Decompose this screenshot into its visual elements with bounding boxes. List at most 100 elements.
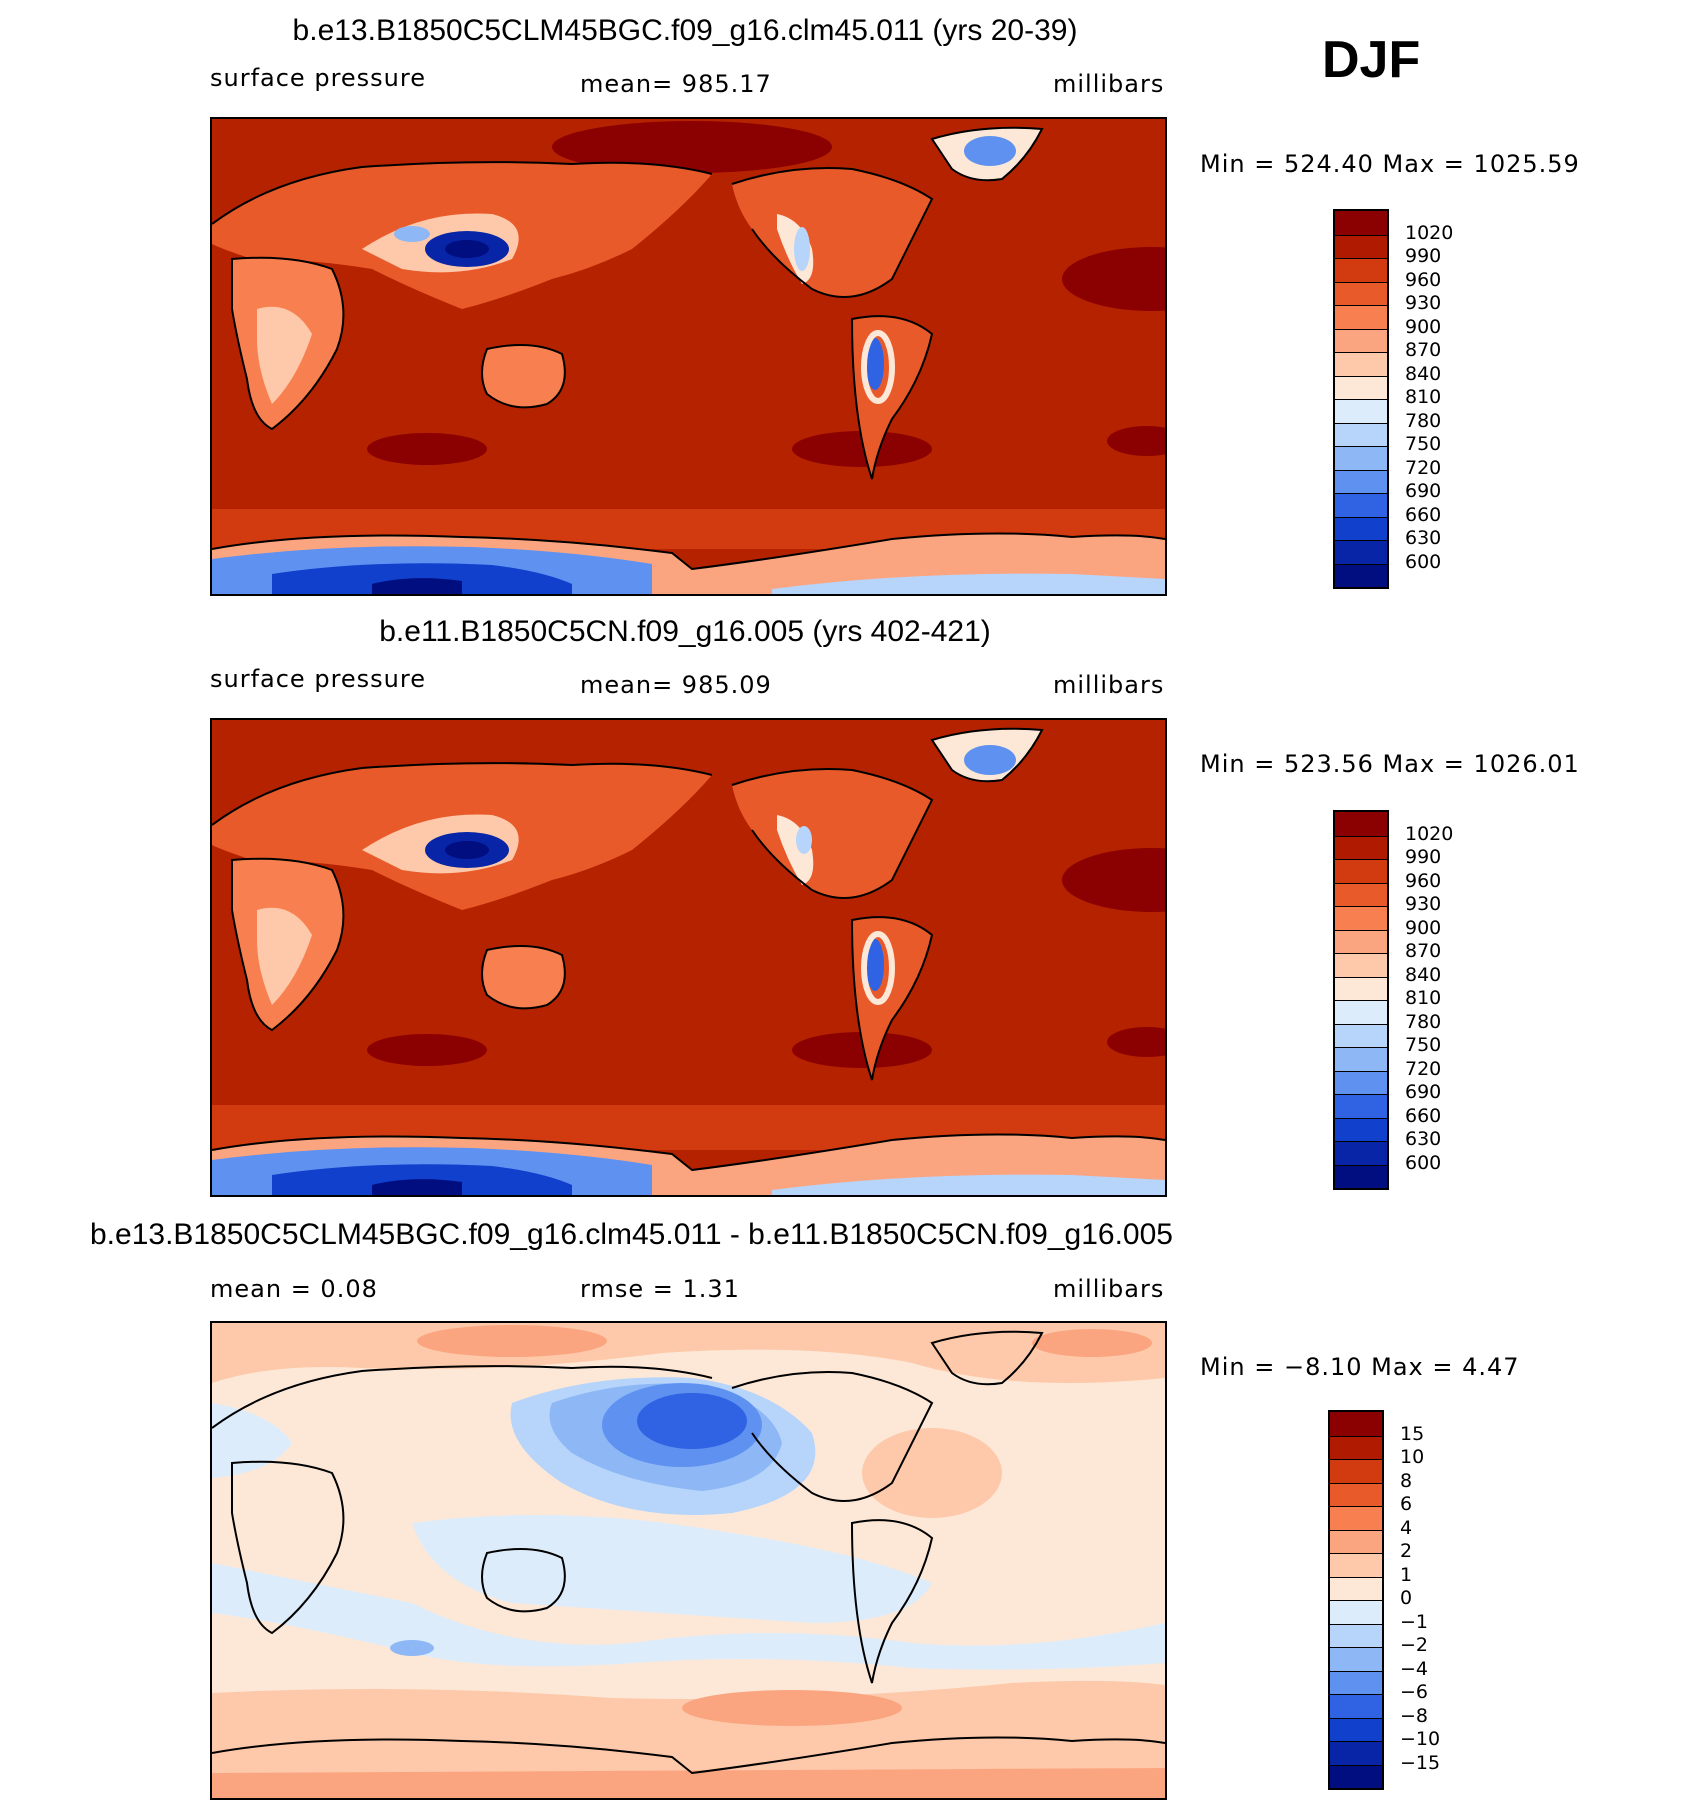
colorbar-2-swatch (1335, 1094, 1387, 1118)
colorbar-2-label: 810 (1405, 987, 1442, 1009)
panel-1-variable-label: surface pressure (210, 64, 426, 92)
colorbar-2-swatch (1335, 976, 1387, 1000)
colorbar-3-label: 8 (1400, 1469, 1413, 1492)
colorbar-2-swatch (1335, 1070, 1387, 1094)
colorbar-1-label: 960 (1405, 268, 1442, 291)
colorbar-1-swatch (1335, 305, 1387, 329)
colorbar-1-swatch (1335, 352, 1387, 376)
colorbar-3-label: 0 (1400, 1587, 1413, 1609)
colorbar-1-swatch (1335, 516, 1387, 540)
colorbar-1-swatch (1335, 281, 1387, 305)
colorbar-3-swatch (1330, 1741, 1382, 1765)
colorbar-2-label: 660 (1405, 1104, 1442, 1127)
panel-3-units-label: millibars (1053, 1275, 1165, 1303)
panel-3-colorbar (1328, 1410, 1384, 1790)
colorbar-3-swatch (1330, 1482, 1382, 1506)
colorbar-2-swatch (1335, 1000, 1387, 1024)
colorbar-1-label: 630 (1405, 527, 1442, 549)
panel-1-title: b.e13.B1850C5CLM45BGC.f09_g16.clm45.011 … (292, 14, 1078, 47)
colorbar-1-label: 1020 (1405, 221, 1454, 244)
panel-3-title: b.e13.B1850C5CLM45BGC.f09_g16.clm45.011 … (90, 1218, 1173, 1251)
panel-3-mean-label: mean = 0.08 (210, 1275, 378, 1303)
colorbar-2-label: 720 (1405, 1057, 1442, 1080)
colorbar-3-swatch (1330, 1435, 1382, 1459)
colorbar-1-swatch (1335, 422, 1387, 446)
colorbar-3-label: 6 (1400, 1493, 1413, 1515)
panel-1-map (210, 117, 1167, 596)
colorbar-3-swatch (1330, 1600, 1382, 1624)
colorbar-1-swatch (1335, 493, 1387, 517)
panel-1-colorbar (1333, 209, 1389, 589)
colorbar-2-label: 780 (1405, 1010, 1442, 1033)
colorbar-2-label: 840 (1405, 963, 1442, 986)
colorbar-1-swatch (1335, 399, 1387, 423)
colorbar-1-label: 990 (1405, 245, 1442, 267)
colorbar-2-swatch (1335, 1117, 1387, 1141)
colorbar-1-label: 810 (1405, 386, 1442, 408)
colorbar-2-swatch (1335, 929, 1387, 953)
colorbar-3-swatch (1330, 1412, 1382, 1436)
colorbar-3-label: 4 (1400, 1516, 1413, 1539)
colorbar-2-swatch (1335, 1141, 1387, 1165)
colorbar-1-swatch (1335, 563, 1387, 587)
colorbar-3-swatch (1330, 1459, 1382, 1483)
panel-2-variable-label: surface pressure (210, 665, 426, 693)
colorbar-1-label: 840 (1405, 362, 1442, 385)
colorbar-1-label: 780 (1405, 409, 1442, 432)
colorbar-2-swatch (1335, 835, 1387, 859)
colorbar-2-label: 870 (1405, 940, 1442, 962)
colorbar-2-swatch (1335, 1164, 1387, 1188)
colorbar-3-label: 1 (1400, 1563, 1413, 1586)
colorbar-1-label: 900 (1405, 315, 1442, 338)
panel-2-minmax: Min = 523.56 Max = 1026.01 (1200, 750, 1580, 778)
colorbar-1-label: 660 (1405, 503, 1442, 526)
colorbar-1-swatch (1335, 234, 1387, 258)
colorbar-1-swatch (1335, 540, 1387, 564)
colorbar-2-swatch (1335, 906, 1387, 930)
colorbar-1-swatch (1335, 446, 1387, 470)
colorbar-2-swatch (1335, 1047, 1387, 1071)
colorbar-1-label: 600 (1405, 550, 1442, 573)
colorbar-1-label: 720 (1405, 456, 1442, 479)
panel-1-units-label: millibars (1053, 70, 1165, 98)
colorbar-3-label: 2 (1400, 1540, 1413, 1562)
panel-3-map (210, 1321, 1167, 1800)
colorbar-2-swatch (1335, 882, 1387, 906)
colorbar-1-label: 870 (1405, 339, 1442, 361)
colorbar-3-label: 10 (1400, 1446, 1425, 1468)
colorbar-3-label: 15 (1400, 1422, 1425, 1445)
colorbar-1-label: 930 (1405, 292, 1442, 314)
colorbar-3-label: −2 (1400, 1634, 1429, 1656)
colorbar-2-label: 960 (1405, 869, 1442, 892)
colorbar-3-swatch (1330, 1717, 1382, 1741)
colorbar-3-swatch (1330, 1670, 1382, 1694)
colorbar-3-swatch (1330, 1553, 1382, 1577)
colorbar-1-swatch (1335, 211, 1387, 235)
colorbar-2-swatch (1335, 812, 1387, 836)
colorbar-2-swatch (1335, 859, 1387, 883)
colorbar-3-swatch (1330, 1576, 1382, 1600)
colorbar-3-swatch (1330, 1506, 1382, 1530)
colorbar-1-swatch (1335, 375, 1387, 399)
colorbar-3-swatch (1330, 1764, 1382, 1788)
colorbar-2-label: 600 (1405, 1151, 1442, 1174)
colorbar-2-label: 900 (1405, 916, 1442, 939)
colorbar-1-label: 690 (1405, 480, 1442, 502)
colorbar-2-label: 990 (1405, 846, 1442, 868)
panel-3-rmse-label: rmse = 1.31 (580, 1275, 740, 1303)
panel-2-units-label: millibars (1053, 671, 1165, 699)
colorbar-3-swatch (1330, 1623, 1382, 1647)
panel-2-mean-label: mean= 985.09 (580, 671, 772, 699)
panel-1-minmax: Min = 524.40 Max = 1025.59 (1200, 150, 1580, 178)
colorbar-2-label: 1020 (1405, 822, 1454, 845)
colorbar-1-label: 750 (1405, 433, 1442, 455)
colorbar-2-label: 630 (1405, 1128, 1442, 1150)
colorbar-3-swatch (1330, 1647, 1382, 1671)
panel-3-minmax: Min = −8.10 Max = 4.47 (1200, 1353, 1520, 1381)
colorbar-2-label: 750 (1405, 1034, 1442, 1056)
colorbar-1-swatch (1335, 469, 1387, 493)
colorbar-3-label: −8 (1400, 1704, 1429, 1727)
colorbar-1-swatch (1335, 258, 1387, 282)
colorbar-3-label: −6 (1400, 1681, 1429, 1703)
colorbar-2-label: 690 (1405, 1081, 1442, 1103)
